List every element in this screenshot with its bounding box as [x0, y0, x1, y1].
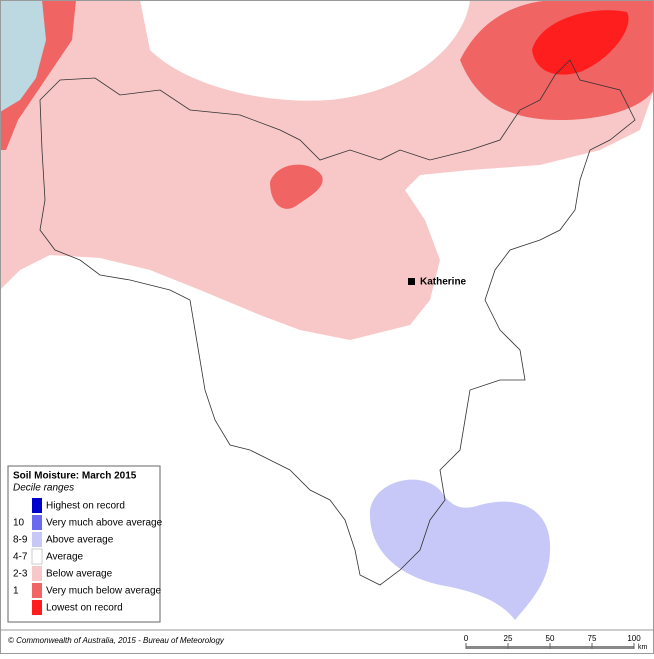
legend-label: Highest on record: [46, 501, 125, 512]
scale-label: 50: [546, 634, 555, 643]
legend-swatch: [32, 498, 42, 513]
scale-label: 0: [464, 634, 469, 643]
very-much-below-region: [0, 0, 76, 150]
legend-label: Below average: [46, 569, 113, 580]
legend-swatch: [32, 600, 42, 615]
footer: [0, 630, 654, 654]
legend: Soil Moisture: March 2015 Decile ranges …: [7, 465, 163, 623]
legend-items: Highest on record 10 Very much above avera…: [13, 498, 163, 615]
legend-code: 10: [13, 518, 25, 529]
town-marker: [408, 278, 415, 285]
legend-swatch: [32, 583, 42, 598]
scale-unit: km: [638, 644, 648, 651]
legend-label: Lowest on record: [46, 603, 123, 614]
town-label: Katherine: [420, 277, 467, 288]
legend-swatch: [32, 566, 42, 581]
legend-code: 1: [13, 586, 19, 597]
catchment-boundary: [39, 59, 636, 586]
lowest-region: [532, 10, 629, 75]
legend-label: Very much above average: [46, 518, 163, 529]
regions: [0, 0, 654, 620]
legend-code: 2-3: [13, 569, 28, 580]
legend-swatch: [32, 515, 42, 530]
legend-title: Soil Moisture: March 2015: [13, 471, 137, 482]
legend-code: 8-9: [13, 535, 28, 546]
legend-subtitle: Decile ranges: [13, 483, 74, 494]
credit: © Commonwealth of Australia, 2015 - Bure…: [8, 636, 225, 645]
very-much-below-region: [270, 164, 323, 209]
scale-label: 25: [504, 634, 513, 643]
legend-label: Average: [46, 552, 84, 563]
legend-code: 4-7: [13, 552, 28, 563]
legend-label: Above average: [46, 535, 114, 546]
scale-label: 75: [588, 634, 597, 643]
scale-label: 100: [627, 634, 641, 643]
above-average-region: [369, 479, 551, 620]
legend-label: Very much below average: [46, 586, 162, 597]
legend-swatch: [32, 532, 42, 547]
legend-swatch: [31, 548, 43, 565]
average-region: [140, 0, 470, 101]
sea: [0, 0, 46, 112]
